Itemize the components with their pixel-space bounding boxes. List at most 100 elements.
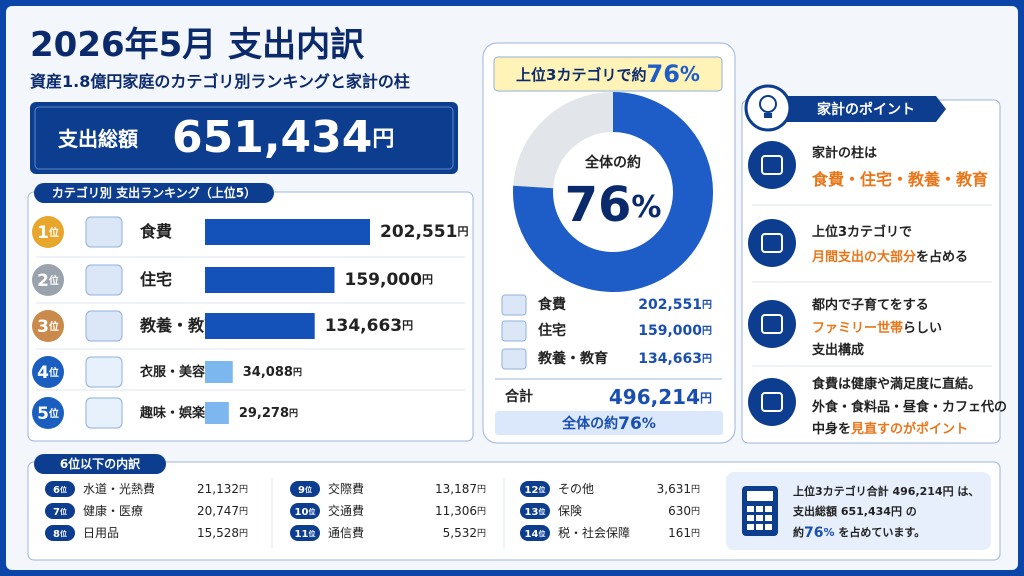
category-name-part: 住宅 (140, 270, 172, 289)
point-icon (748, 300, 796, 348)
bar-value-label: 134,663円 (325, 316, 413, 336)
point-text-part: 月間支出の大部分 (811, 249, 916, 265)
rest-value-part: 円 (477, 484, 486, 495)
rank-label-part: 4 (37, 363, 49, 383)
point-text-part: らしい (903, 321, 942, 336)
points-title: 家計のポイント (817, 101, 915, 118)
lightbulb-base (764, 113, 772, 118)
rest-rank: 14位 (525, 529, 546, 540)
rest-name: 水道・光熱費 (83, 481, 155, 496)
share-footer-part: % (642, 416, 656, 432)
bar-value-label: 29,278円 (239, 406, 298, 421)
category-name: 住宅 (140, 270, 172, 289)
share-item-value: 134,663円 (638, 351, 712, 367)
rest-rank-part: 12 (525, 485, 539, 496)
total-value: 651,434円 (172, 112, 394, 163)
rank-badge (32, 310, 64, 342)
point-text: 月間支出の大部分を占める (811, 249, 968, 265)
rest-name: 健康・医療 (83, 503, 143, 518)
rank-label-part: 位 (49, 407, 59, 420)
bar-value-label: 159,000円 (345, 270, 433, 290)
rest-value: 13,187円 (435, 482, 486, 496)
point-text: 食費は健康や満足度に直結。 (812, 376, 981, 392)
calculator-key (756, 524, 763, 530)
bar-value-label-part: 円 (457, 225, 468, 238)
point-text-part: 支出構成 (811, 342, 864, 358)
rest-name-part: その他 (558, 482, 594, 496)
bar (205, 402, 229, 424)
rest-value-part: 3,631 (657, 482, 691, 496)
category-name-part: 趣味・娯楽 (139, 405, 206, 421)
rest-value-part: 161 (668, 526, 691, 540)
title-part: 2026年5月 支出内訳 (30, 25, 365, 65)
rest-value: 5,532円 (443, 526, 486, 540)
rest-name-part: 税・社会保障 (558, 525, 630, 540)
rest-rank-part: 位 (538, 529, 545, 538)
rest-name-part: 交通費 (328, 503, 364, 518)
point-text: 食費・住宅・教養・教育 (811, 170, 988, 189)
bar (205, 361, 233, 383)
rest-value: 21,132円 (197, 482, 248, 496)
total-value-part: 651,434 (172, 112, 372, 163)
share-title-part: 上位3カテゴリで約 (516, 66, 646, 84)
point-text: 家計の柱は (812, 145, 877, 161)
calculator-key (765, 515, 772, 521)
rest-rank: 12位 (525, 485, 546, 496)
rest-name-part: 健康・医療 (83, 503, 143, 518)
rest-rank-part: 9 (298, 485, 305, 496)
donut-center-label-part: 全体の約 (584, 154, 641, 171)
note-line-part: 円 (943, 485, 954, 498)
rest-rank-part: 位 (60, 529, 67, 538)
note-line: 約76% を占めています。 (793, 525, 925, 541)
rest-tag (34, 454, 166, 474)
rest-rank-badge (45, 481, 75, 497)
rest-rank: 8位 (53, 529, 67, 540)
note-box (726, 472, 991, 550)
rest-title-part: 6位以下の内訳 (60, 456, 141, 471)
donut-segment (513, 92, 713, 292)
calculator-key (765, 524, 772, 530)
rest-value: 11,306円 (435, 504, 486, 518)
point-text: ファミリー世帯らしい (812, 320, 942, 336)
rest-rank-badge (520, 503, 550, 519)
note-line-part: を占めています。 (835, 525, 926, 539)
share-sum-label: 合計 (505, 388, 533, 405)
rank-badge (32, 264, 64, 296)
rank-label-part: 位 (49, 366, 59, 379)
bar-value-label: 34,088円 (243, 365, 302, 380)
rank-label: 3位 (37, 317, 59, 337)
point-text: 都内で子育てをする (811, 297, 929, 313)
share-item-value-part: 円 (702, 299, 712, 311)
category-name-part: 食費 (139, 222, 172, 241)
point-text: 支出構成 (811, 342, 864, 358)
rest-value-part: 13,187 (435, 482, 477, 496)
rest-name-part: 保険 (558, 504, 582, 518)
point-text-part: 上位3カテゴリで (812, 224, 912, 240)
point-icon-glyph (761, 233, 783, 253)
category-name: 趣味・娯楽 (139, 405, 206, 421)
bar-value-label-part: 円 (289, 408, 298, 419)
rest-name-part: 交際費 (328, 481, 364, 496)
category-name-part: 衣服・美容 (140, 364, 205, 380)
category-name: 教養・教育 (140, 316, 220, 335)
share-item-value: 159,000円 (638, 323, 712, 339)
rank-label: 1位 (37, 223, 59, 243)
rest-value-part: 円 (239, 528, 248, 539)
share-item-value-part: 円 (702, 325, 712, 337)
category-icon (85, 264, 123, 296)
title: 2026年5月 支出内訳 (30, 25, 365, 65)
rest-rank-part: 7 (53, 507, 60, 518)
bar-value-label-part: 29,278 (239, 406, 289, 421)
share-title: 上位3カテゴリで約76% (516, 60, 700, 88)
rest-value: 630円 (668, 504, 700, 518)
note-line-part: 上位3カテゴリ合計 (793, 484, 892, 498)
rest-rank-part: 11 (295, 529, 309, 540)
points-banner (786, 96, 946, 122)
rest-rank: 9位 (298, 485, 312, 496)
rest-value: 161円 (668, 526, 700, 540)
rank-label-part: 5 (37, 404, 49, 424)
bar-value-label-part: 34,088 (243, 365, 293, 380)
point-text-part: 食費は健康や満足度に直結。 (812, 376, 981, 392)
rest-name-part: 日用品 (83, 526, 119, 540)
